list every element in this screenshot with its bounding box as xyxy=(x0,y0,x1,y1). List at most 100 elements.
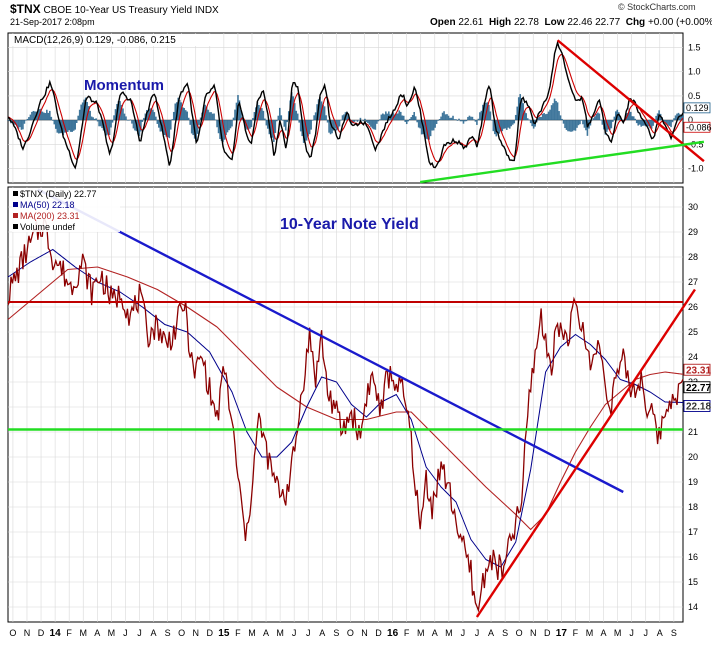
macd-histogram-bar xyxy=(544,114,547,121)
macd-histogram-bar xyxy=(582,120,584,125)
chg-value: +0.00 (+0.00%) xyxy=(647,17,712,28)
macd-histogram-bar xyxy=(456,120,459,121)
macd-histogram-bar xyxy=(550,105,553,121)
low-label: Low xyxy=(544,17,565,28)
macd-histogram-bar xyxy=(401,115,404,121)
macd-histogram-bar xyxy=(529,120,532,124)
macd-histogram-bar xyxy=(192,120,194,136)
macd-histogram-bar xyxy=(559,115,562,121)
macd-histogram-bar xyxy=(443,111,445,121)
macd-histogram-bar xyxy=(293,103,296,121)
x-tick-label: J xyxy=(643,628,648,638)
macd-histogram-bar xyxy=(131,120,133,124)
macd-histogram-bar xyxy=(650,120,653,129)
price-y-tick-label: 21 xyxy=(688,427,698,437)
macd-histogram-bar xyxy=(47,112,50,121)
macd-histogram-bar xyxy=(270,120,272,138)
macd-histogram-bar xyxy=(259,108,262,121)
macd-histogram-bar xyxy=(99,120,102,127)
macd-histogram-bar xyxy=(338,120,341,127)
macd-histogram-bar xyxy=(579,120,581,125)
macd-histogram-bar xyxy=(634,118,637,121)
macd-histogram-bar xyxy=(222,120,224,143)
macd-histogram-bar xyxy=(238,100,241,121)
macd-histogram-bar xyxy=(240,110,242,121)
macd-histogram-bar xyxy=(565,120,568,130)
macd-histogram-bar xyxy=(290,92,293,121)
macd-histogram-bar xyxy=(40,108,42,121)
macd-histogram-bar xyxy=(592,118,595,121)
macd-histogram-bar xyxy=(147,111,150,121)
macd-histogram-bar xyxy=(316,104,318,121)
macd-histogram-bar xyxy=(373,120,375,130)
macd-histogram-bar xyxy=(507,120,510,128)
macd-y-tick-label: 1.0 xyxy=(688,67,701,77)
macd-trendline-red xyxy=(556,39,705,163)
macd-histogram-bar xyxy=(304,120,306,141)
x-tick-label: A xyxy=(319,628,325,638)
macd-histogram-bar xyxy=(347,115,350,121)
macd-panel-frame xyxy=(7,32,684,184)
price-y-tick-label: 29 xyxy=(688,227,698,237)
price-y-tick-label: 28 xyxy=(688,252,698,262)
macd-histogram-bar xyxy=(8,120,11,122)
x-tick-label: N xyxy=(361,628,368,638)
macd-histogram-bar xyxy=(528,119,530,121)
macd-histogram-bar xyxy=(286,120,289,123)
macd-histogram-bar xyxy=(169,120,172,130)
price-y-tick-label: 14 xyxy=(688,602,698,612)
macd-histogram-bar xyxy=(328,120,330,133)
macd-histogram-bar xyxy=(152,109,154,121)
open-label: Open xyxy=(430,17,456,28)
macd-histogram-bar xyxy=(244,120,247,129)
macd-histogram-bar xyxy=(595,113,598,121)
macd-histogram-bar xyxy=(383,114,386,121)
macd-histogram-bar xyxy=(249,120,251,129)
x-tick-label: 14 xyxy=(50,628,62,639)
macd-histogram-bar xyxy=(350,120,353,124)
macd-histogram-bar xyxy=(229,120,232,129)
macd-histogram-bar xyxy=(217,120,220,134)
macd-histogram-bar xyxy=(110,120,112,128)
macd-histogram-bar xyxy=(343,114,345,121)
macd-histogram-bar xyxy=(413,111,415,121)
macd-histogram-bar xyxy=(126,120,129,121)
macd-histogram-bar xyxy=(207,109,209,121)
x-tick-label: 15 xyxy=(218,628,230,639)
macd-histogram-bar xyxy=(377,120,380,122)
macd-histogram-bar xyxy=(676,113,678,121)
macd-histogram-bar xyxy=(86,102,88,121)
macd-histogram-bar xyxy=(66,120,69,132)
macd-histogram-bar xyxy=(253,112,256,121)
macd-y-tick-label: 0 xyxy=(688,115,693,125)
price-legend-swatch xyxy=(13,213,18,218)
macd-histogram-bar xyxy=(656,113,659,121)
macd-histogram-bar xyxy=(612,120,614,122)
x-tick-label: J xyxy=(629,628,634,638)
x-tick-label: 17 xyxy=(556,628,568,639)
macd-histogram-bar xyxy=(166,120,169,138)
macd-histogram-bar xyxy=(325,115,327,121)
price-legend-entry: MA(50) 22.18 xyxy=(20,200,75,210)
macd-histogram-bar xyxy=(453,119,456,121)
price-y-tick-label: 17 xyxy=(688,527,698,537)
x-tick-label: O xyxy=(347,628,354,638)
macd-histogram-bar xyxy=(497,120,499,133)
macd-histogram-bar xyxy=(585,120,587,131)
macd-histogram-bar xyxy=(26,118,29,121)
macd-histogram-bar xyxy=(247,120,250,130)
price-value-tag: 22.18 xyxy=(686,402,711,413)
macd-histogram-bar xyxy=(198,120,200,125)
macd-histogram-bar xyxy=(280,115,283,121)
macd-histogram-bar xyxy=(202,107,205,121)
macd-histogram-bar xyxy=(380,114,383,121)
macd-histogram-bar xyxy=(41,111,44,121)
macd-histogram-bar xyxy=(32,110,35,121)
macd-histogram-bar xyxy=(228,120,230,131)
macd-histogram-bar xyxy=(465,120,468,122)
x-tick-label: O xyxy=(9,628,16,638)
macd-histogram-bar xyxy=(671,120,674,123)
macd-histogram-bar xyxy=(114,109,117,121)
macd-histogram-bar xyxy=(385,111,387,121)
macd-histogram-bar xyxy=(190,120,193,134)
